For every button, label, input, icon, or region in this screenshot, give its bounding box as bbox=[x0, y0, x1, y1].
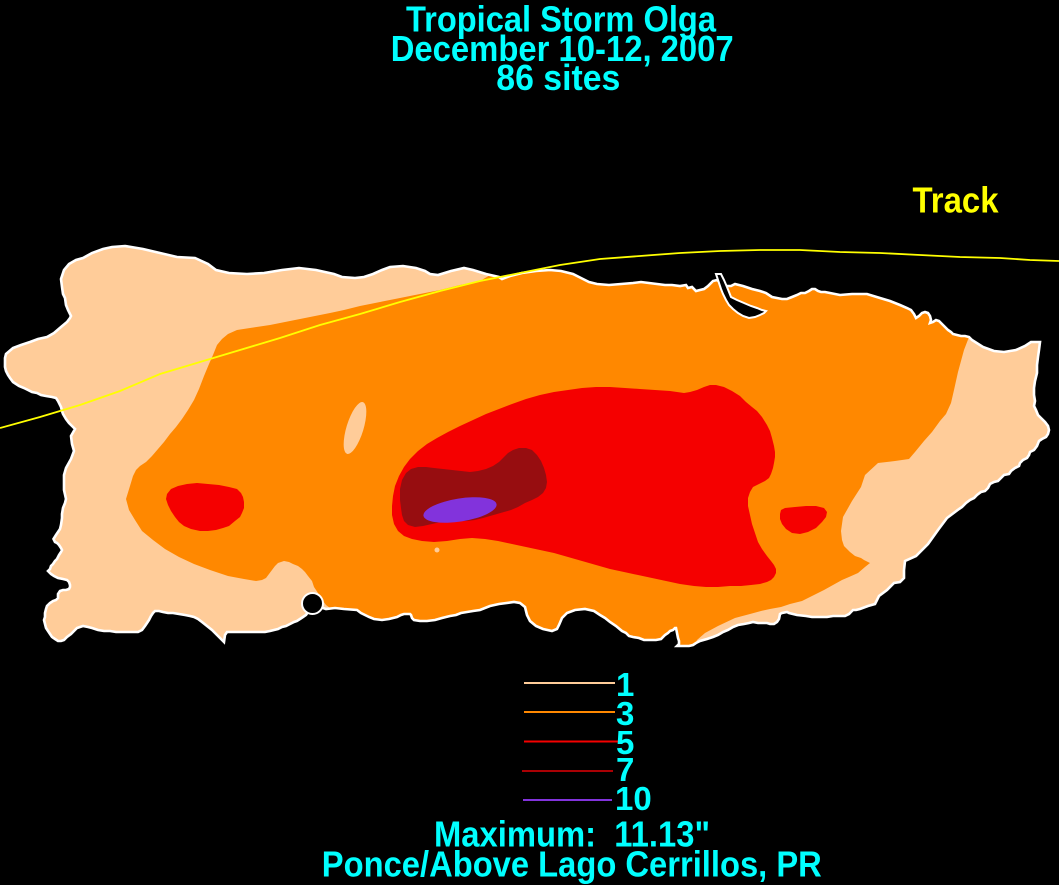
svg-text:Tropical Storm Olga: Tropical Storm Olga bbox=[406, 0, 717, 40]
svg-text:10: 10 bbox=[615, 780, 652, 817]
svg-text:Ponce/Above Lago Cerrillos, PR: Ponce/Above Lago Cerrillos, PR bbox=[322, 844, 822, 885]
svg-text:1: 1 bbox=[616, 666, 634, 703]
svg-text:5: 5 bbox=[616, 724, 634, 761]
svg-text:Maximum: 11.13": Maximum: 11.13" bbox=[434, 814, 710, 855]
svg-text:86 sites: 86 sites bbox=[496, 57, 620, 98]
svg-text:7: 7 bbox=[616, 751, 634, 788]
svg-text:December 10-12, 2007: December 10-12, 2007 bbox=[391, 28, 734, 69]
svg-text:Track: Track bbox=[913, 180, 1000, 221]
svg-text:3: 3 bbox=[616, 695, 634, 732]
